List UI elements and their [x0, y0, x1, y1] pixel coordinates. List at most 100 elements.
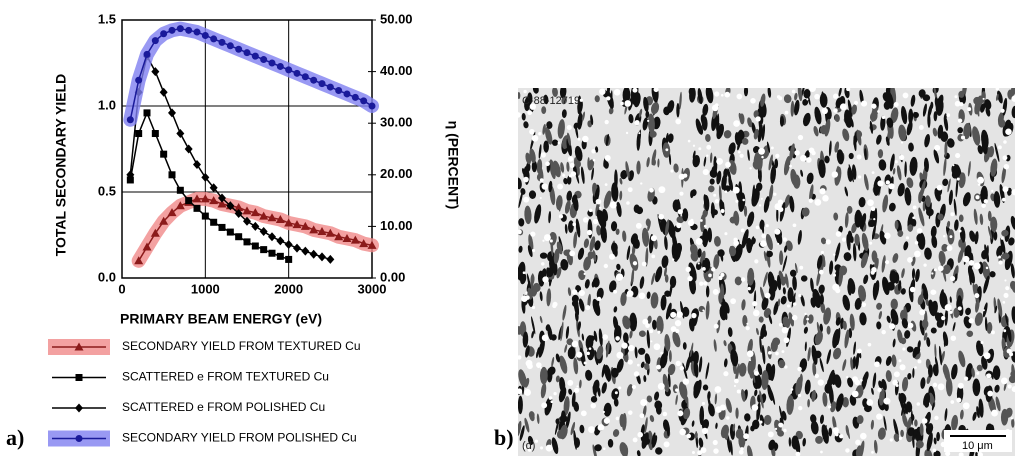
texture [726, 416, 729, 419]
marker [352, 94, 359, 101]
legend-label: SCATTERED e FROM TEXTURED Cu [122, 370, 329, 384]
legend-marker [76, 374, 83, 381]
texture [906, 236, 909, 239]
marker [194, 29, 201, 36]
marker [269, 250, 276, 257]
texture [593, 219, 598, 224]
y-tick-label: 0.0 [98, 269, 116, 284]
texture [651, 255, 655, 259]
texture [889, 323, 895, 329]
texture [720, 209, 724, 213]
texture [833, 427, 839, 433]
texture [578, 138, 581, 141]
marker [260, 56, 267, 63]
texture [541, 106, 546, 114]
texture [604, 418, 610, 424]
texture [915, 241, 919, 245]
texture [1001, 109, 1005, 113]
texture [698, 262, 700, 264]
texture [826, 239, 831, 244]
texture [898, 359, 901, 362]
marker [210, 35, 217, 42]
texture [868, 343, 872, 347]
marker [194, 205, 201, 212]
texture [739, 450, 744, 455]
texture [832, 171, 838, 177]
texture [657, 331, 660, 334]
texture [987, 391, 993, 397]
texture [702, 309, 704, 311]
texture [798, 406, 802, 410]
texture [706, 155, 708, 157]
texture [814, 94, 820, 100]
texture [734, 385, 736, 387]
texture [793, 302, 796, 305]
texture [602, 334, 608, 340]
texture [654, 87, 659, 92]
texture [945, 304, 952, 311]
texture [768, 351, 772, 355]
marker [319, 80, 326, 87]
texture [974, 263, 981, 270]
texture [833, 274, 836, 277]
texture [650, 340, 652, 342]
texture [678, 209, 683, 214]
texture [781, 350, 784, 353]
marker [252, 53, 259, 60]
texture [1005, 286, 1009, 290]
texture [541, 262, 544, 265]
figure: a) b) PRIMARY BEAM ENERGY (eV) TOTAL SEC… [0, 0, 1020, 458]
texture [782, 327, 788, 333]
texture [877, 110, 880, 113]
marker [285, 240, 293, 249]
texture [940, 131, 948, 142]
x-axis-label: PRIMARY BEAM ENERGY (eV) [120, 311, 322, 327]
texture [737, 94, 743, 100]
texture [934, 416, 938, 420]
texture [783, 429, 787, 433]
texture [1011, 417, 1013, 419]
texture [649, 329, 653, 333]
texture [679, 192, 683, 196]
texture [957, 154, 960, 157]
texture [1002, 186, 1008, 192]
texture [783, 337, 789, 343]
texture [549, 396, 553, 400]
texture [525, 292, 527, 294]
texture [819, 270, 824, 275]
texture [640, 182, 642, 184]
texture [599, 88, 605, 94]
texture [637, 364, 640, 367]
texture [618, 386, 621, 389]
marker [152, 130, 159, 137]
texture [605, 120, 609, 124]
texture [660, 352, 663, 355]
texture [923, 264, 926, 267]
texture [721, 94, 724, 97]
texture [676, 223, 681, 228]
texture [723, 371, 728, 376]
marker [210, 219, 217, 226]
texture [738, 151, 741, 154]
x-tick-label: 0 [118, 281, 125, 296]
sem-image [514, 78, 1019, 458]
texture [1003, 301, 1006, 304]
marker [168, 108, 176, 117]
texture [958, 306, 962, 310]
texture [730, 298, 736, 304]
marker [244, 238, 251, 245]
marker [369, 103, 376, 110]
marker [285, 66, 292, 73]
texture [715, 406, 722, 413]
texture [978, 183, 981, 186]
y2-tick-label: 10.00 [380, 218, 413, 233]
texture [542, 240, 544, 242]
texture [583, 217, 589, 223]
texture [860, 433, 867, 440]
texture [713, 440, 718, 445]
y-axis-label: TOTAL SECONDARY YIELD [53, 74, 69, 257]
texture [541, 402, 547, 408]
texture [516, 388, 522, 394]
texture [599, 207, 601, 209]
texture [582, 136, 589, 143]
